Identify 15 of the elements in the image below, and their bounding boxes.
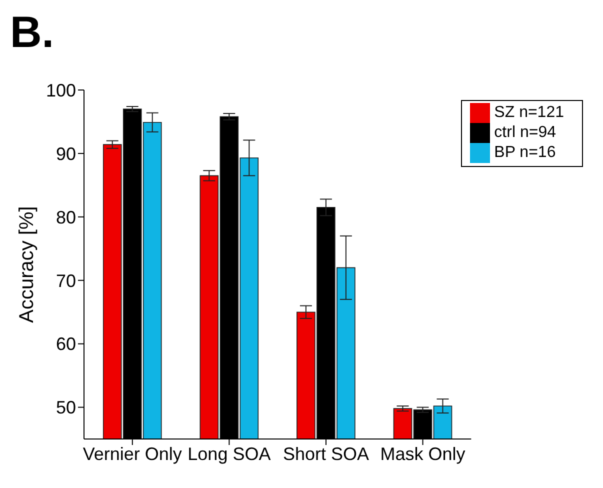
y-tick-label: 70 (56, 270, 76, 291)
y-axis-title: Accuracy [%] (16, 206, 38, 323)
chart-title: B. (10, 8, 54, 58)
x-tick-label: Long SOA (188, 444, 271, 464)
y-tick-label: 50 (56, 398, 76, 418)
legend-label: SZ n=121 (494, 104, 564, 122)
legend-label: BP n=16 (494, 144, 556, 162)
y-tick-label: 80 (56, 207, 76, 228)
legend-label: ctrl n=94 (494, 124, 556, 142)
x-tick-label: Mask Only (380, 444, 466, 464)
y-tick-label: 60 (56, 334, 76, 354)
x-tick-label: Short SOA (282, 444, 370, 464)
y-tick-label: 90 (56, 144, 76, 164)
x-tick-label: Vernier Only (82, 444, 182, 464)
y-tick-label: 100 (46, 80, 76, 100)
